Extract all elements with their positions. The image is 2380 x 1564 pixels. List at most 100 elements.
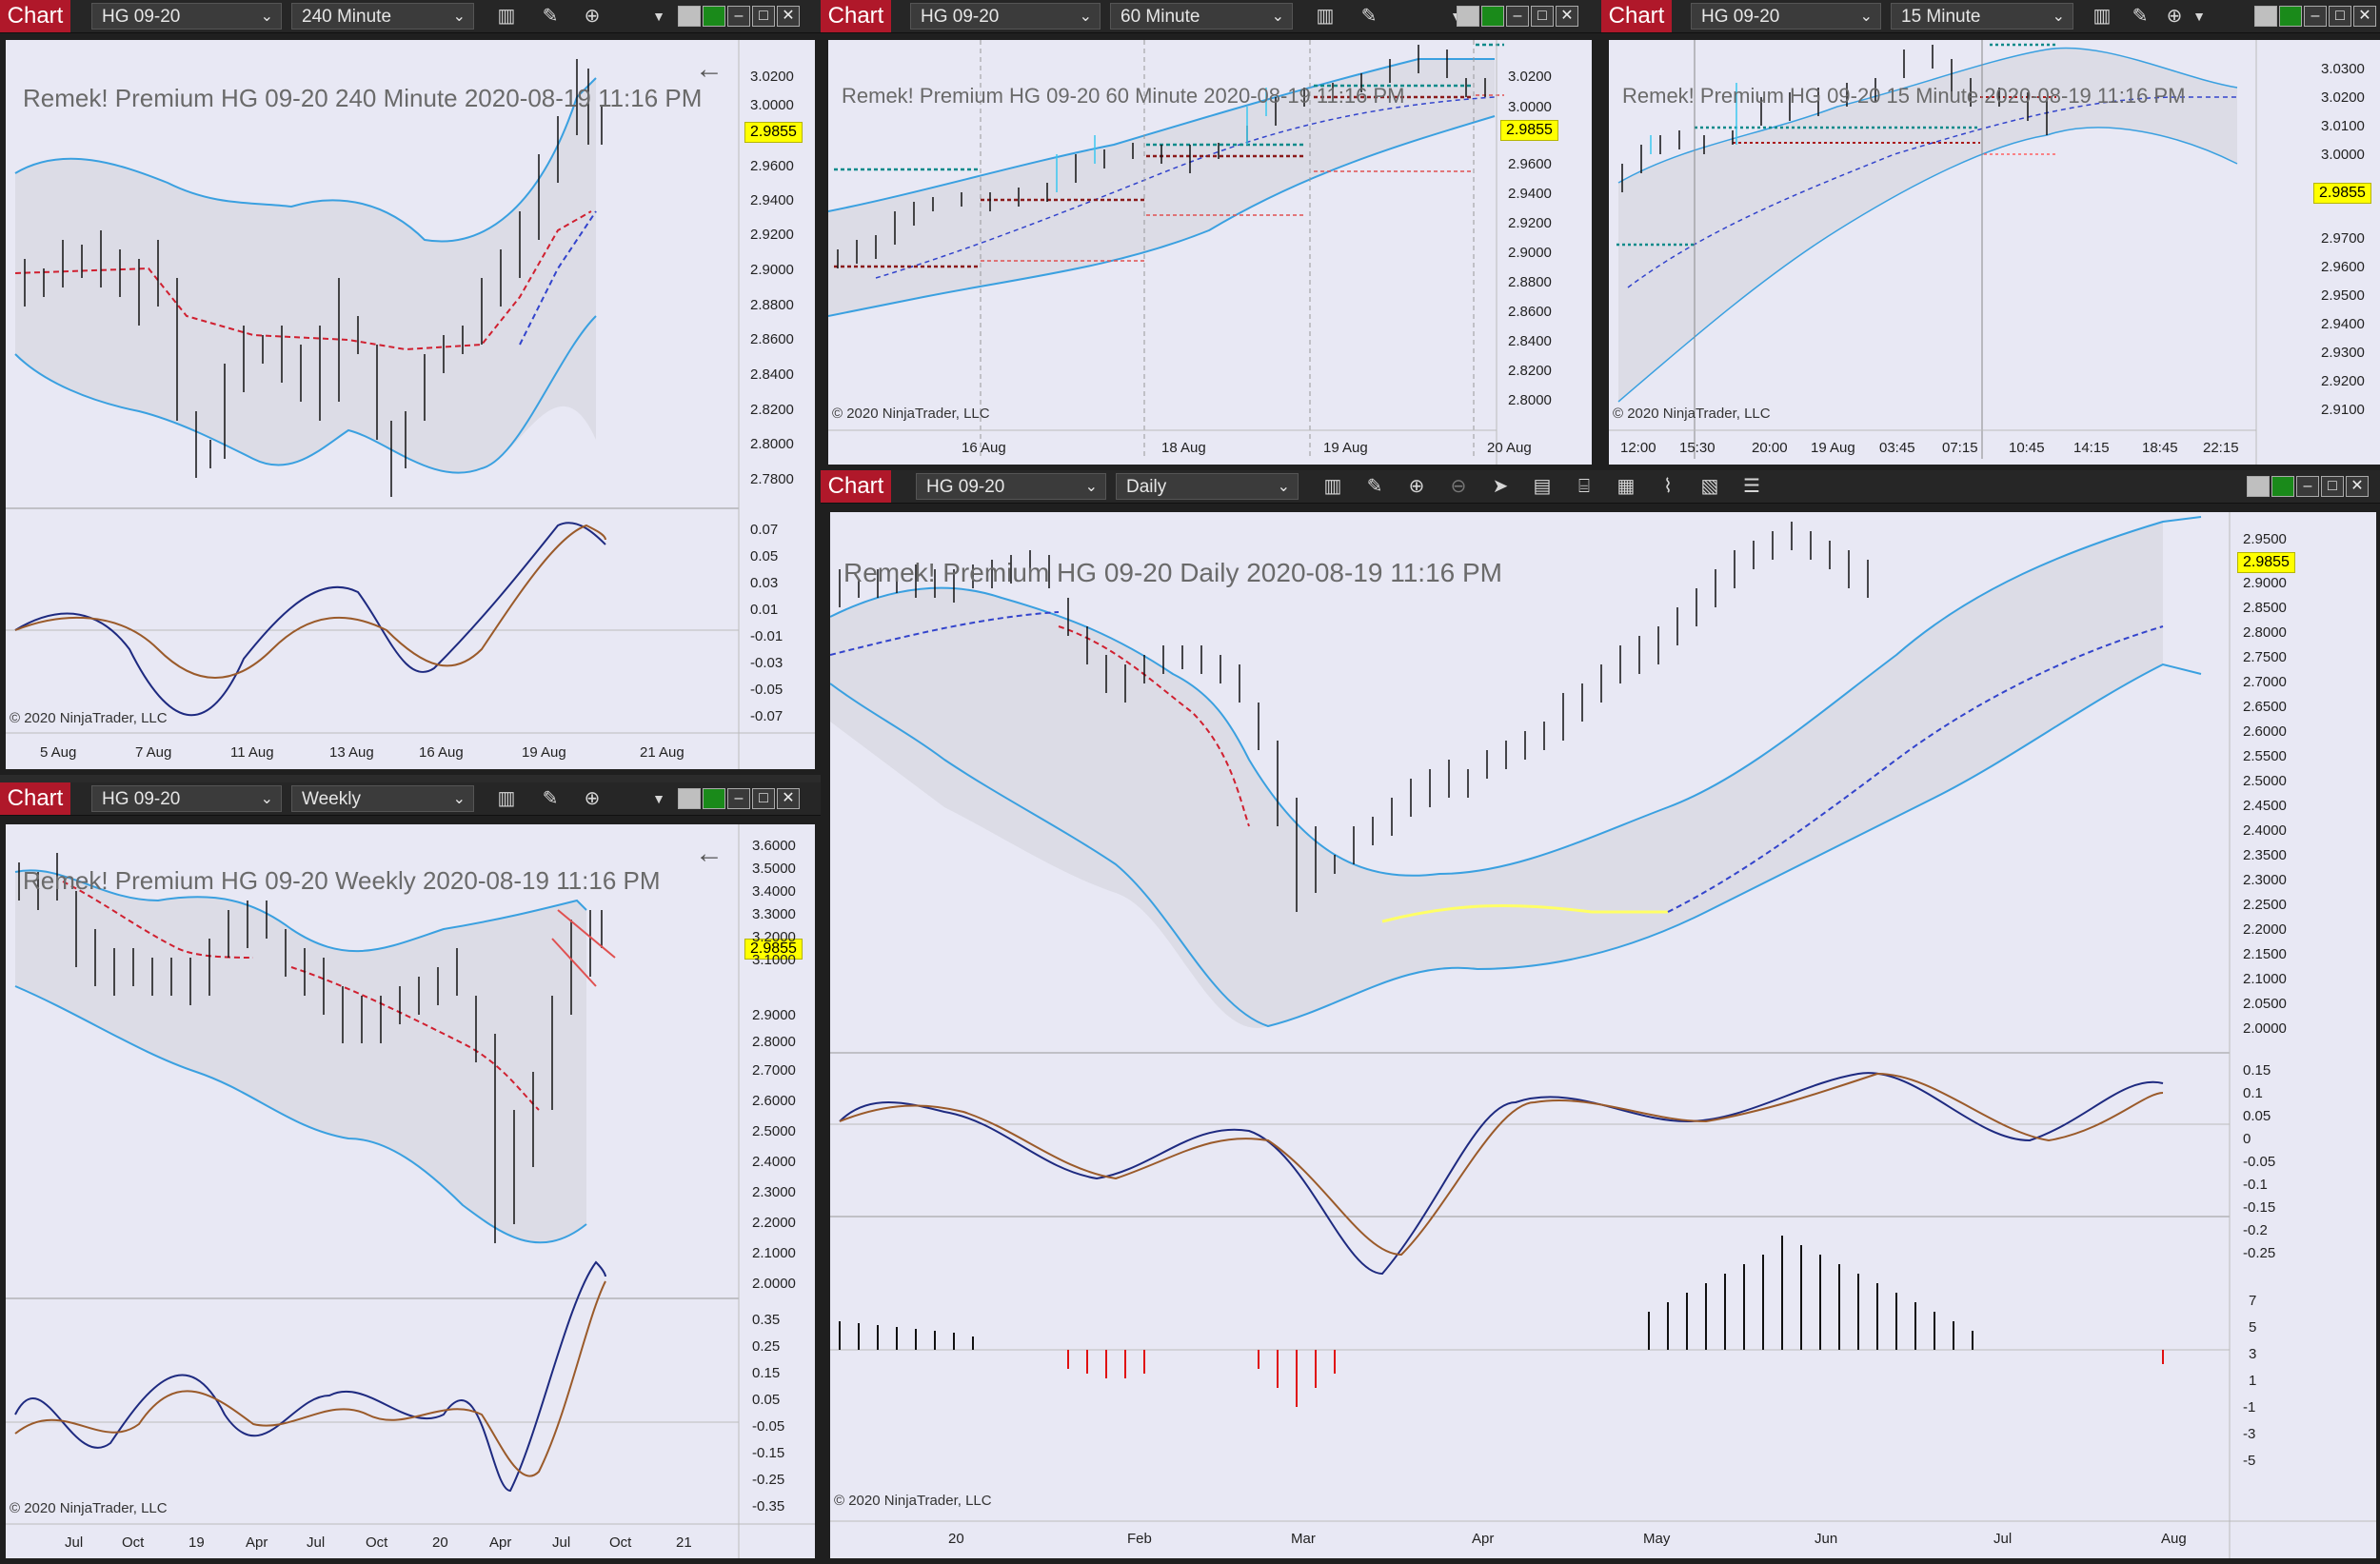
chart-menu-button[interactable]: Chart (1601, 0, 1672, 32)
link-button[interactable] (703, 6, 725, 27)
link-button[interactable] (703, 788, 725, 809)
dropdown-arrow-icon[interactable]: ▼ (652, 9, 665, 24)
chart-menu-button[interactable]: Chart (821, 0, 891, 32)
strategies-icon[interactable]: ▦ (1616, 476, 1636, 497)
maximize-icon[interactable]: □ (2329, 6, 2351, 27)
chart-menu-button[interactable]: Chart (821, 470, 891, 503)
price-label: 2.2000 (752, 1215, 796, 1231)
chart-pane[interactable]: Remek! Premium HG 09-20 15 Minute 2020-0… (1609, 40, 2380, 465)
time-label: 19 Aug (522, 744, 566, 761)
close-icon[interactable]: ✕ (1556, 6, 1578, 27)
link-button[interactable] (2279, 6, 2302, 27)
link-button[interactable] (1481, 6, 1504, 27)
instrument-selector[interactable]: HG 09-20 ⌄ (916, 473, 1106, 500)
chart-pane[interactable]: Remek! Premium HG 09-20 60 Minute 2020-0… (828, 40, 1592, 465)
close-icon[interactable]: ✕ (2346, 476, 2369, 497)
link-button[interactable] (2271, 476, 2294, 497)
time-label: 16 Aug (962, 440, 1006, 456)
close-icon[interactable]: ✕ (777, 788, 800, 809)
pencil-icon[interactable]: ✎ (2132, 6, 2149, 27)
maximize-icon[interactable]: □ (1531, 6, 1554, 27)
chevron-down-icon: ⌄ (1271, 9, 1284, 25)
instrument-selector[interactable]: HG 09-20 ⌄ (910, 3, 1101, 30)
indicators-icon[interactable]: ⌇ (1663, 476, 1673, 497)
chevron-down-icon: ⌄ (260, 791, 273, 807)
price-label: 2.8000 (1508, 392, 1552, 408)
pencil-icon[interactable]: ✎ (542, 788, 559, 809)
bars-icon[interactable]: ▥ (1323, 476, 1342, 497)
time-label: 20 Aug (1487, 440, 1532, 456)
bars-icon[interactable]: ▥ (1316, 6, 1335, 27)
window-color-button[interactable] (2247, 476, 2270, 497)
close-icon[interactable]: ✕ (2353, 6, 2376, 27)
price-label: 2.9600 (750, 158, 794, 174)
minimize-icon[interactable]: – (727, 6, 750, 27)
properties-icon[interactable]: ▧ (1700, 476, 1719, 497)
maximize-icon[interactable]: □ (752, 788, 775, 809)
interval-selector[interactable]: Weekly ⌄ (291, 785, 474, 812)
zoom-icon[interactable]: ⊕ (584, 788, 601, 809)
pencil-icon[interactable]: ✎ (1360, 6, 1378, 27)
chevron-down-icon: ⌄ (1084, 479, 1098, 495)
time-label: 07:15 (1942, 440, 1978, 456)
minimize-icon[interactable]: – (1506, 6, 1529, 27)
window-color-button[interactable] (678, 6, 701, 27)
pencil-icon[interactable]: ✎ (1366, 476, 1383, 497)
minimize-icon[interactable]: – (2304, 6, 2327, 27)
hist-label: 7 (2249, 1293, 2257, 1309)
osc-label: -0.35 (752, 1498, 785, 1515)
time-label: 16 Aug (419, 744, 464, 761)
dropdown-arrow-icon[interactable]: ▼ (652, 791, 665, 806)
window-color-button[interactable] (2254, 6, 2277, 27)
maximize-icon[interactable]: □ (2321, 476, 2344, 497)
price-label: 3.0200 (2321, 89, 2365, 106)
chart-pane[interactable]: Remek! Premium HG 09-20 Weekly 2020-08-1… (6, 824, 815, 1558)
pointer-icon[interactable]: ➤ (1492, 476, 1509, 497)
price-tag: 2.9855 (2237, 552, 2295, 573)
chart-menu-button[interactable]: Chart (0, 782, 70, 815)
price-label: 2.0000 (752, 1276, 796, 1292)
price-label: 2.4000 (752, 1154, 796, 1170)
zoom-icon[interactable]: ⊕ (584, 6, 601, 27)
time-label: Feb (1127, 1531, 1152, 1547)
list-icon[interactable]: ☰ (1743, 476, 1760, 497)
chart-pane[interactable]: Remek! Premium HG 09-20 Daily 2020-08-19… (830, 512, 2376, 1558)
zoom-out-icon[interactable]: ⊖ (1450, 476, 1467, 497)
bars-icon[interactable]: ▥ (497, 6, 516, 27)
window-color-button[interactable] (1457, 6, 1479, 27)
time-label: Jul (307, 1534, 326, 1551)
back-arrow-icon[interactable]: ← (695, 53, 724, 85)
chart-pane[interactable]: Remek! Premium HG 09-20 240 Minute 2020-… (6, 40, 815, 769)
price-label: 2.8600 (1508, 304, 1552, 320)
interval-selector[interactable]: 240 Minute ⌄ (291, 3, 474, 30)
back-arrow-icon[interactable]: ← (695, 838, 724, 869)
minimize-icon[interactable]: – (727, 788, 750, 809)
interval-selector[interactable]: Daily ⌄ (1116, 473, 1299, 500)
zoom-in-icon[interactable]: ⊕ (1408, 476, 1425, 497)
chart-window-weekly: Chart HG 09-20 ⌄ Weekly ⌄ ▥ ✎ ⊕ ▼ – □ ✕ (0, 782, 821, 1564)
chart-menu-button[interactable]: Chart (0, 0, 70, 32)
interval-selector[interactable]: 15 Minute ⌄ (1891, 3, 2073, 30)
bars-icon[interactable]: ▥ (2092, 6, 2112, 27)
price-label: 2.9500 (2243, 531, 2287, 547)
bars-icon[interactable]: ▥ (497, 788, 516, 809)
window-color-button[interactable] (678, 788, 701, 809)
maximize-icon[interactable]: □ (752, 6, 775, 27)
minimize-icon[interactable]: – (2296, 476, 2319, 497)
osc-label: -0.07 (750, 708, 783, 724)
instrument-selector[interactable]: HG 09-20 ⌄ (1691, 3, 1881, 30)
instrument-selector[interactable]: HG 09-20 ⌄ (91, 3, 282, 30)
price-label: 2.9600 (2321, 259, 2365, 275)
price-label: 2.5500 (2243, 748, 2287, 764)
interval-selector[interactable]: 60 Minute ⌄ (1110, 3, 1293, 30)
dropdown-arrow-icon[interactable]: ▼ (2192, 9, 2206, 24)
osc-label: 0.05 (752, 1392, 781, 1408)
pencil-icon[interactable]: ✎ (542, 6, 559, 27)
price-label: 2.4000 (2243, 822, 2287, 839)
zoom-icon[interactable]: ⊕ (2166, 6, 2183, 27)
templates-icon[interactable]: ⌸ (1578, 476, 1590, 497)
data-box-icon[interactable]: ▤ (1533, 476, 1552, 497)
instrument-selector[interactable]: HG 09-20 ⌄ (91, 785, 282, 812)
time-label: Aug (2161, 1531, 2187, 1547)
close-icon[interactable]: ✕ (777, 6, 800, 27)
